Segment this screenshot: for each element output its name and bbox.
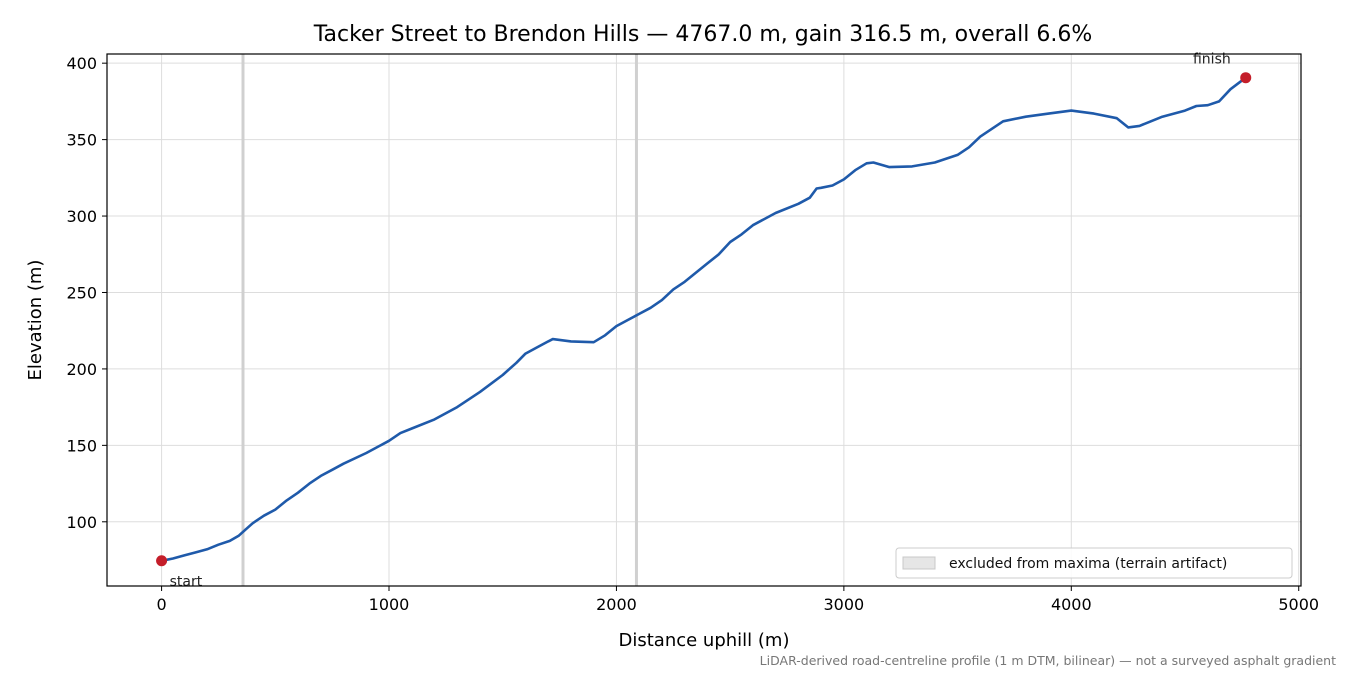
y-tick-label: 250 — [66, 283, 97, 302]
excluded-markers — [241, 54, 638, 586]
legend-swatch — [902, 556, 936, 570]
x-tick-label: 0 — [156, 595, 166, 614]
plot-frame — [106, 53, 1302, 587]
y-tick-label: 200 — [66, 360, 97, 379]
y-tick-label: 100 — [66, 513, 97, 532]
elevation-profile-line — [160, 76, 1247, 563]
y-tick-label: 350 — [66, 131, 97, 150]
x-axis-ticks: 0 1000 2000 3000 4000 5000 — [156, 586, 1319, 614]
x-tick-label: 2000 — [596, 595, 637, 614]
endpoint-markers: start finish — [156, 52, 1252, 590]
y-tick-label: 150 — [66, 436, 97, 455]
x-tick-label: 4000 — [1051, 595, 1092, 614]
chart-title: Tacker Street to Brendon Hills — 4767.0 … — [313, 22, 1093, 47]
start-label: start — [170, 574, 203, 590]
x-axis-label: Distance uphill (m) — [619, 630, 790, 651]
finish-label: finish — [1193, 52, 1231, 68]
y-tick-label: 400 — [66, 54, 97, 73]
x-tick-label: 3000 — [824, 595, 865, 614]
chart-caption: LiDAR-derived road-centreline profile (1… — [760, 653, 1336, 668]
x-tick-label: 5000 — [1278, 595, 1319, 614]
grid-lines — [107, 54, 1301, 586]
y-tick-label: 300 — [66, 207, 97, 226]
series-layer — [160, 76, 1247, 563]
x-tick-label: 1000 — [369, 595, 410, 614]
excluded-segment-marker — [241, 54, 245, 586]
start-marker — [156, 555, 168, 567]
y-axis-ticks: 100 150 200 250 300 350 400 — [66, 54, 107, 532]
finish-marker — [1240, 72, 1252, 84]
y-axis-label: Elevation (m) — [25, 260, 46, 381]
legend-label: excluded from maxima (terrain artifact) — [949, 556, 1227, 572]
excluded-segment-marker — [634, 54, 638, 586]
legend-box — [895, 547, 1293, 579]
legend: excluded from maxima (terrain artifact) — [895, 547, 1293, 579]
